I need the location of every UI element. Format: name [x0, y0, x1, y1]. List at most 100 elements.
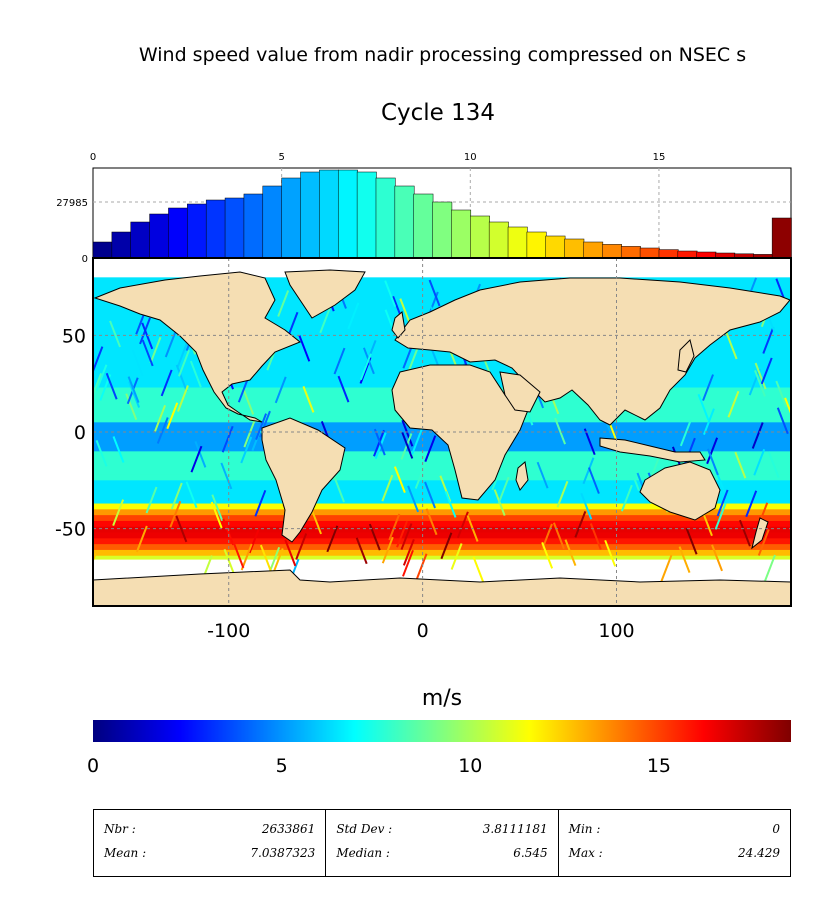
track-segment: [220, 462, 233, 490]
track-segment: [456, 511, 469, 539]
track-segment: [402, 549, 414, 577]
histogram-bar: [187, 203, 207, 259]
track-segment: [177, 340, 189, 367]
arabian-peninsula: [499, 371, 541, 413]
map-grid: [93, 258, 791, 606]
track-segment: [128, 381, 141, 408]
colorbar-label: m/s: [422, 686, 462, 711]
histogram-bar: [470, 215, 490, 259]
track-segment: [169, 500, 182, 528]
histogram-bar: [658, 249, 679, 259]
histogram-y-tick-label: 27985: [56, 198, 88, 209]
track-segment: [745, 490, 758, 518]
stat-row: Median : 6.545: [336, 846, 547, 870]
japan: [677, 339, 695, 373]
track-segment: [748, 368, 761, 396]
map-y-ticks: 50 0 -50: [55, 325, 86, 540]
stat-value: 7.0387323: [250, 846, 316, 860]
map-x-tick-label: 0: [417, 620, 429, 642]
histogram-bar: [639, 247, 660, 259]
stat-row: Max : 24.429: [569, 846, 780, 870]
track-segment: [679, 419, 692, 447]
histogram-x-tick-label: 15: [653, 152, 666, 163]
track-segment: [141, 339, 154, 367]
track-segment: [295, 533, 308, 560]
track-segment: [355, 537, 368, 565]
north-america: [93, 271, 301, 423]
track-segment: [149, 336, 162, 364]
track-segment: [564, 539, 577, 567]
track-segment: [274, 376, 287, 404]
greenland: [284, 269, 366, 319]
track-segment: [326, 525, 339, 553]
track-segment: [757, 529, 770, 556]
histogram-bar: [337, 169, 358, 259]
track-segment: [277, 290, 290, 317]
track-segment: [407, 485, 420, 513]
track-segment: [400, 523, 413, 550]
chart-title: Wind speed value from nadir processing c…: [138, 44, 747, 66]
track-segment: [414, 462, 427, 489]
histogram-y-ticks: 0 27985: [56, 198, 88, 265]
track-segment: [170, 482, 183, 510]
stat-value: 0: [772, 822, 780, 836]
colorbar: m/s 0 5 10 15: [87, 686, 791, 777]
track-segment: [588, 467, 600, 494]
track-segment: [685, 527, 698, 555]
track-segment: [402, 538, 415, 566]
track-segment: [760, 357, 773, 385]
track-segment: [333, 475, 345, 503]
stat-row: Nbr : 2633861: [104, 822, 315, 846]
stat-value: 2633861: [261, 822, 316, 836]
wind-band: [93, 445, 791, 452]
indonesia: [599, 437, 706, 463]
track-segment: [711, 544, 723, 572]
wind-band: [93, 439, 791, 447]
wind-band: [93, 451, 791, 458]
track-segment: [359, 353, 372, 381]
histogram-bar: [545, 235, 566, 259]
track-segment: [764, 554, 776, 582]
track-segment: [95, 364, 108, 392]
wind-band: [93, 526, 791, 534]
track-segment: [411, 428, 423, 455]
histogram-bar: [300, 171, 321, 259]
track-segment: [491, 463, 504, 491]
track-segment: [175, 364, 188, 392]
histogram-bar: [564, 238, 585, 259]
track-segment: [243, 420, 256, 448]
map-y-tick-label: -50: [55, 519, 86, 541]
track-segment: [428, 279, 441, 307]
track-segment: [190, 445, 203, 473]
stat-cell: Std Dev : 3.8111181 Median : 6.545: [326, 810, 559, 876]
track-segment: [302, 386, 315, 413]
track-segment: [154, 404, 166, 432]
wind-band: [93, 294, 791, 302]
track-segment: [384, 280, 397, 307]
track-segment: [93, 373, 103, 398]
track-segment: [135, 525, 148, 553]
track-segment: [734, 451, 747, 479]
histogram-bar: [771, 217, 792, 259]
track-segment: [93, 346, 104, 373]
track-segment: [472, 556, 485, 584]
histogram-bars: [92, 169, 792, 259]
track-segment: [450, 543, 463, 570]
histogram-bar: [507, 226, 528, 259]
colorbar-tick-label: 0: [87, 755, 99, 777]
histogram-bar: [356, 171, 377, 259]
track-segment: [112, 499, 125, 526]
track-segment: [697, 393, 710, 421]
wind-band: [93, 300, 791, 307]
track-segment: [211, 494, 224, 522]
track-segment: [337, 375, 350, 403]
stat-value: 24.429: [737, 846, 780, 860]
track-segment: [415, 553, 428, 581]
histogram-bar: [413, 193, 434, 259]
track-segment: [400, 433, 413, 460]
wind-band: [93, 352, 791, 360]
wind-band: [93, 462, 791, 470]
track-segment: [388, 513, 401, 541]
map-y-tick-label: 0: [74, 422, 86, 444]
track-segment: [706, 448, 719, 476]
